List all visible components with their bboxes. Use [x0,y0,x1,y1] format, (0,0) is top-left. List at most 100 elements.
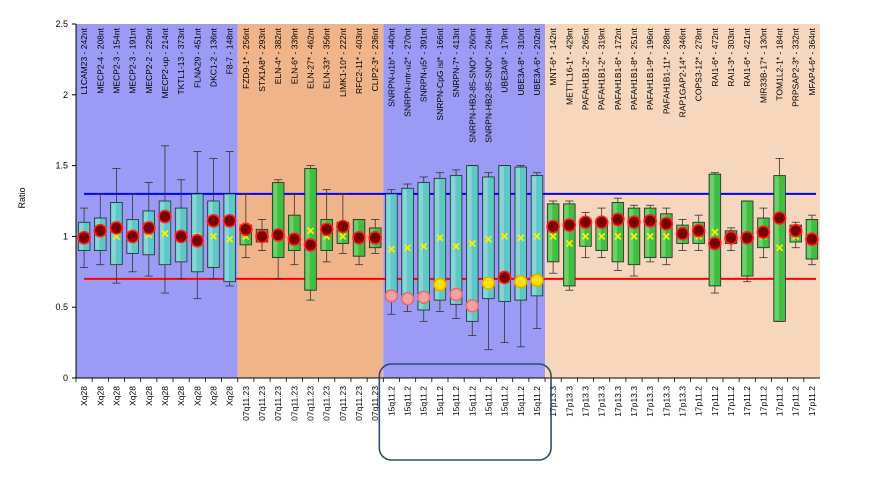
sample-ratio-marker [239,222,253,237]
chromosome-labels: Xq28 Xq28 Xq28 Xq28 Xq28 Xq28 Xq28 Xq28 Xq28 Xq28… [79,386,817,421]
probe-label-17: RFC2-11* - 403nt [354,27,364,94]
probe-box-19 [384,189,399,315]
chrom-label-15: 07q11.23 [322,386,332,421]
iqr-box-shine [338,223,343,243]
chrom-label-3: Xq28 [128,386,138,406]
probe-label-13: ELN-6* - 339nt [289,27,299,84]
probe-box-21 [416,176,431,322]
sample-ratio-marker [740,231,755,245]
probe-box-45 [805,214,819,266]
probe-label-34: PAFAH1B1-8* - 251nt [629,27,639,110]
median-mark-b [662,232,670,241]
probe-box-27 [513,165,528,348]
y-tick-label-0: 0 [63,373,68,383]
iqr-box [498,165,511,302]
sample-ratio-marker [109,221,124,235]
y-axis-title: Ratio [17,187,27,208]
chrom-label-31: 17p13.3 [580,386,590,417]
sample-ratio-marker [303,238,318,252]
probe-label-0: L1CAM23 - 242nt [79,27,89,94]
probe-label-24: SNRPN-HB2-85-SNO* - 260nt [467,27,477,142]
probe-box-1 [93,193,108,266]
probe-label-26: UBE3A9* - 179nt [500,27,510,92]
iqr-box-shine [273,183,278,257]
probe-box-24 [465,165,480,336]
median-mark-b [517,234,525,242]
sample-ratio-marker [93,223,108,238]
sample-ratio-marker [513,274,528,289]
chrom-label-10: 07q11.23 [241,386,251,421]
iqr-box [449,175,463,305]
probe-box-38 [691,214,706,251]
region-bands [76,24,820,378]
sample-ratio-marker [77,231,91,245]
probe-box-3 [125,193,140,273]
probe-label-42: MIR33B-17* - 130nt [758,27,768,103]
chrom-label-44: 17p11.2 [791,386,801,416]
probe-box-36 [659,207,674,266]
highlight-box-15q11 [378,363,552,461]
chrom-label-29: 17p13.3 [548,386,558,417]
iqr-box [482,176,495,300]
sample-ratio-marker [691,223,706,238]
chrom-label-7: Xq28 [192,386,202,406]
probe-label-35: PAFAH1B1-9* - 196nt [645,27,655,110]
probe-label-30: METTL16-1* - 429nt [564,27,574,105]
iqr-box [514,166,528,301]
iqr-box [191,193,204,273]
probe-label-28: UBE3A-6* - 202nt [532,27,542,95]
probe-label-2: MECP2-3 - 154nt [111,27,121,93]
sample-ratio-marker [724,231,738,245]
probe-label-7: FLNA29 - 451nt [192,27,202,88]
sample-ratio-marker [772,211,787,225]
probe-label-10: FZD9-1* - 256nt [241,27,251,89]
sample-ratio-marker [497,270,512,285]
iqr-box [708,173,722,287]
probe-box-34 [627,204,641,277]
iqr-box [304,168,317,291]
probe-box-12 [271,179,285,280]
probe-label-11: STX1A8* - 293nt [257,27,267,91]
probe-label-4: MECP2-2 - 229nt [144,27,154,93]
median-mark-b [549,232,557,241]
probe-label-43: TOM1L2-1* - 184nt [775,27,785,100]
probe-box-30 [562,200,577,291]
sample-ratio-marker [400,291,415,306]
sample-ratio-marker [271,228,285,242]
iqr-box-shine [548,204,553,261]
chrom-label-39: 17p11.2 [710,386,720,416]
probe-box-39 [708,172,722,294]
sample-ratio-marker [675,226,690,241]
probe-box-14 [303,165,318,301]
probe-label-38: COPS3-12* - 278nt [694,27,704,101]
iqr-box-shine [532,176,537,295]
median-mark-b [452,242,460,250]
sample-ratio-marker [481,276,496,290]
sample-ratio-marker [368,231,383,245]
probe-box-0 [77,207,91,268]
sample-ratio-marker [788,223,803,238]
median-mark-b [468,239,476,248]
probe-box-9 [222,151,237,287]
chrom-label-35: 17p13.3 [645,386,655,417]
median-mark-b [161,229,169,238]
chrom-label-32: 17p13.3 [597,386,607,417]
chrom-label-4: Xq28 [144,386,154,406]
probe-box-2 [109,168,124,284]
iqr-box-shine [402,189,407,300]
chrom-label-21: 15q11.2 [419,386,429,416]
median-mark-b [630,232,638,241]
sample-ratio-marker [805,232,819,247]
iqr-box [611,202,625,263]
probe-box-40 [724,227,738,251]
sample-ratio-marker [352,231,366,245]
probe-box-6 [174,179,188,280]
y-tick-label-1: 0.5 [55,302,68,312]
probe-label-19: SNRPN-u1b* - 440nt [386,27,396,107]
probe-box-25 [481,172,496,351]
y-tick-label-2: 1 [63,231,68,241]
probe-box-26 [497,165,512,344]
probe-label-22: SNRPN-CpG isl* - 166nt [435,27,445,120]
iqr-box-shine [451,176,456,304]
